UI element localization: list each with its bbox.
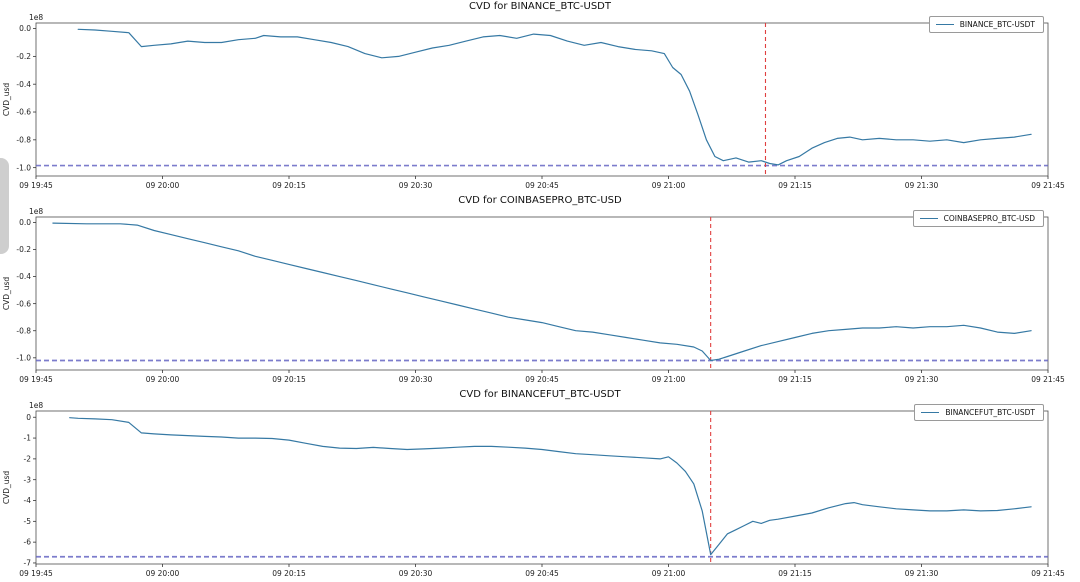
legend-label: COINBASEPRO_BTC-USD — [943, 214, 1035, 223]
svg-text:09 20:30: 09 20:30 — [399, 569, 433, 578]
svg-text:09 20:00: 09 20:00 — [146, 181, 180, 190]
svg-text:09 20:45: 09 20:45 — [525, 181, 559, 190]
svg-text:09 21:45: 09 21:45 — [1031, 375, 1065, 384]
svg-text:1e8: 1e8 — [29, 13, 43, 22]
svg-text:CVD_usd: CVD_usd — [2, 471, 11, 505]
svg-text:-3: -3 — [24, 475, 32, 484]
plot-binance-btc-usdt: 0.0 -0.2 -0.4 -0.6 -0.8 -1.0 09 19:45 09 20:00 0… — [2, 13, 1065, 190]
chart-binance-figure: CVD for BINANCE_BTC-USDT 0.0 -0.2 -0.4 -0.6… — [0, 0, 1080, 194]
svg-text:-0.6: -0.6 — [16, 299, 31, 308]
chart-title-binancefut: CVD for BINANCEFUT_BTC-USDT — [459, 389, 621, 400]
svg-text:-0.2: -0.2 — [16, 52, 31, 61]
chart-binancefut-figure: CVD for BINANCEFUT_BTC-USDT 0 -1 -2 -3 -4 -5 -… — [0, 388, 1080, 582]
legend-line-icon — [921, 412, 940, 413]
svg-text:09 20:15: 09 20:15 — [272, 375, 306, 384]
svg-text:-1.0: -1.0 — [16, 163, 31, 172]
svg-text:09 21:00: 09 21:00 — [652, 181, 686, 190]
svg-text:0.0: 0.0 — [19, 218, 31, 227]
svg-text:09 19:45: 09 19:45 — [19, 181, 53, 190]
svg-text:-0.4: -0.4 — [16, 80, 31, 89]
svg-text:CVD_usd: CVD_usd — [2, 277, 11, 311]
svg-text:0: 0 — [26, 413, 31, 422]
svg-text:-0.6: -0.6 — [16, 108, 31, 117]
legend-line-icon — [935, 24, 954, 25]
svg-text:1e8: 1e8 — [29, 207, 43, 216]
svg-text:-0.8: -0.8 — [16, 326, 31, 335]
svg-text:09 20:30: 09 20:30 — [399, 375, 433, 384]
svg-text:09 21:30: 09 21:30 — [905, 375, 939, 384]
svg-text:09 20:45: 09 20:45 — [525, 375, 559, 384]
svg-text:09 21:30: 09 21:30 — [905, 181, 939, 190]
chart-coinbasepro-figure: CVD for COINBASEPRO_BTC-USD 0.0 -0.2 -0.4 -… — [0, 194, 1080, 388]
svg-text:09 20:15: 09 20:15 — [272, 569, 306, 578]
legend-label: BINANCEFUT_BTC-USDT — [945, 408, 1035, 417]
scroll-handle[interactable] — [0, 158, 9, 254]
svg-text:-5: -5 — [24, 517, 32, 526]
svg-text:-4: -4 — [24, 496, 32, 505]
svg-text:-0.2: -0.2 — [16, 245, 31, 254]
svg-text:09 20:00: 09 20:00 — [146, 375, 180, 384]
svg-text:09 19:45: 09 19:45 — [19, 375, 53, 384]
legend-binancefut: BINANCEFUT_BTC-USDT — [914, 404, 1044, 421]
svg-text:-7: -7 — [24, 559, 32, 568]
svg-text:-1: -1 — [24, 434, 32, 443]
svg-text:-0.8: -0.8 — [16, 135, 31, 144]
legend-line-icon — [919, 218, 938, 219]
svg-text:09 20:00: 09 20:00 — [146, 569, 180, 578]
svg-text:-2: -2 — [24, 454, 32, 463]
svg-text:09 21:30: 09 21:30 — [905, 569, 939, 578]
plot-binancefut-btc-usdt: 0 -1 -2 -3 -4 -5 -6 -709 19:45 09 20:00 09 20:15 0… — [2, 401, 1065, 578]
chart-title-binance: CVD for BINANCE_BTC-USDT — [469, 1, 611, 12]
svg-text:09 20:15: 09 20:15 — [272, 181, 306, 190]
svg-text:09 21:15: 09 21:15 — [778, 375, 812, 384]
svg-text:09 21:00: 09 21:00 — [652, 569, 686, 578]
svg-text:09 21:45: 09 21:45 — [1031, 569, 1065, 578]
legend-label: BINANCE_BTC-USDT — [959, 20, 1035, 29]
svg-text:09 20:45: 09 20:45 — [525, 569, 559, 578]
svg-text:0.0: 0.0 — [19, 24, 31, 33]
svg-text:-6: -6 — [24, 538, 32, 547]
legend-coinbasepro: COINBASEPRO_BTC-USD — [912, 210, 1044, 227]
svg-text:09 19:45: 09 19:45 — [19, 569, 53, 578]
svg-text:09 21:00: 09 21:00 — [652, 375, 686, 384]
svg-text:CVD_usd: CVD_usd — [2, 83, 11, 117]
svg-text:09 21:15: 09 21:15 — [778, 181, 812, 190]
chart-title-coinbasepro: CVD for COINBASEPRO_BTC-USD — [458, 195, 622, 206]
svg-text:-0.4: -0.4 — [16, 272, 31, 281]
svg-text:-1.0: -1.0 — [16, 353, 31, 362]
svg-text:09 21:15: 09 21:15 — [778, 569, 812, 578]
plot-coinbasepro-btc-usd: 0.0 -0.2 -0.4 -0.6 -0.8 -1.0 09 19:45 09 20:00 0… — [2, 207, 1065, 384]
svg-text:1e8: 1e8 — [29, 401, 43, 410]
svg-text:09 21:45: 09 21:45 — [1031, 181, 1065, 190]
svg-text:09 20:30: 09 20:30 — [399, 181, 433, 190]
legend-binance: BINANCE_BTC-USDT — [928, 16, 1044, 33]
